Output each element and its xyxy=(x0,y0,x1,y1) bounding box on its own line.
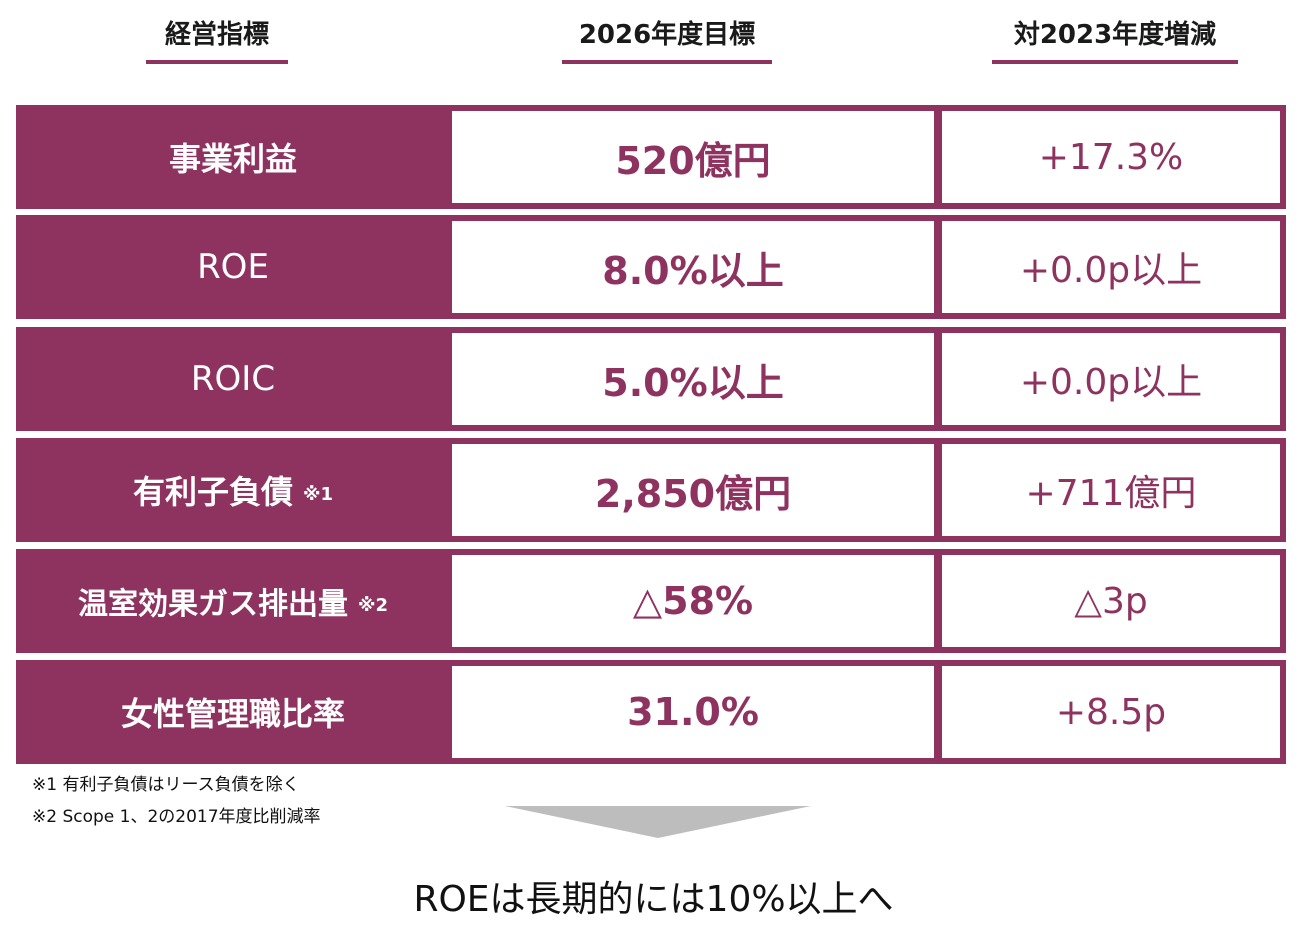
metric-label: ROE xyxy=(197,247,269,287)
change-cell: +0.0p以上 xyxy=(936,215,1286,319)
header-change: 対2023年度増減 xyxy=(992,14,1238,64)
metric-cell: 女性管理職比率 xyxy=(16,660,450,764)
metric-label: 温室効果ガス排出量 xyxy=(77,587,348,622)
change-value: △3p xyxy=(1074,580,1148,622)
header-metric-label: 経営指標 xyxy=(164,20,269,50)
table-row: ROE 8.0%以上 +0.0p以上 xyxy=(16,215,1286,319)
change-cell: +8.5p xyxy=(936,660,1286,764)
change-value: +17.3% xyxy=(1038,136,1184,178)
footnote-1: ※1 有利子負債はリース負債を除く xyxy=(32,775,300,795)
target-cell: 2,850億円 xyxy=(446,438,940,542)
header-target-underline xyxy=(562,60,772,64)
target-value: 31.0% xyxy=(627,690,759,734)
metric-cell: 有利子負債 ※1 xyxy=(16,438,450,542)
target-value: 8.0%以上 xyxy=(602,248,784,293)
table-row: 女性管理職比率 31.0% +8.5p xyxy=(16,660,1286,764)
metric-label: 事業利益 xyxy=(168,140,297,178)
target-cell: △58% xyxy=(446,549,940,653)
metric-cell: 温室効果ガス排出量 ※2 xyxy=(16,549,450,653)
metric-cell: 事業利益 xyxy=(16,105,450,209)
target-value: 2,850億円 xyxy=(594,471,792,516)
header-target-label: 2026年度目標 xyxy=(578,20,756,50)
metric-label: 女性管理職比率 xyxy=(120,695,345,733)
target-value: 520億円 xyxy=(615,138,771,183)
metric-footnote-marker: ※2 xyxy=(357,594,389,616)
change-value: +711億円 xyxy=(1025,473,1197,514)
table-row: ROIC 5.0%以上 +0.0p以上 xyxy=(16,327,1286,431)
change-cell: +0.0p以上 xyxy=(936,327,1286,431)
header-change-underline xyxy=(992,60,1238,64)
header-change-label: 対2023年度増減 xyxy=(1013,20,1217,50)
change-cell: △3p xyxy=(936,549,1286,653)
header-metric: 経営指標 xyxy=(146,14,288,64)
table-row: 有利子負債 ※1 2,850億円 +711億円 xyxy=(16,438,1286,542)
header-target: 2026年度目標 xyxy=(562,14,772,64)
conclusion-text: ROEは長期的には10%以上へ xyxy=(413,879,894,920)
change-cell: +17.3% xyxy=(936,105,1286,209)
metric-label: ROIC xyxy=(190,359,276,399)
change-value: +0.0p以上 xyxy=(1019,362,1203,403)
change-value: +8.5p xyxy=(1055,691,1167,733)
metric-label: 有利子負債 xyxy=(132,473,293,511)
target-cell: 8.0%以上 xyxy=(446,215,940,319)
change-value: +0.0p以上 xyxy=(1019,250,1203,291)
target-cell: 31.0% xyxy=(446,660,940,764)
down-arrow-icon xyxy=(505,806,811,838)
target-value: △58% xyxy=(632,579,754,623)
table-row: 事業利益 520億円 +17.3% xyxy=(16,105,1286,209)
metric-footnote-marker: ※1 xyxy=(302,483,334,505)
footnote-2: ※2 Scope 1、2の2017年度比削減率 xyxy=(32,807,321,827)
change-cell: +711億円 xyxy=(936,438,1286,542)
metric-cell: ROIC xyxy=(16,327,450,431)
target-value: 5.0%以上 xyxy=(602,360,784,405)
target-cell: 5.0%以上 xyxy=(446,327,940,431)
target-cell: 520億円 xyxy=(446,105,940,209)
metric-cell: ROE xyxy=(16,215,450,319)
table-row: 温室効果ガス排出量 ※2 △58% △3p xyxy=(16,549,1286,653)
header-metric-underline xyxy=(146,60,288,64)
